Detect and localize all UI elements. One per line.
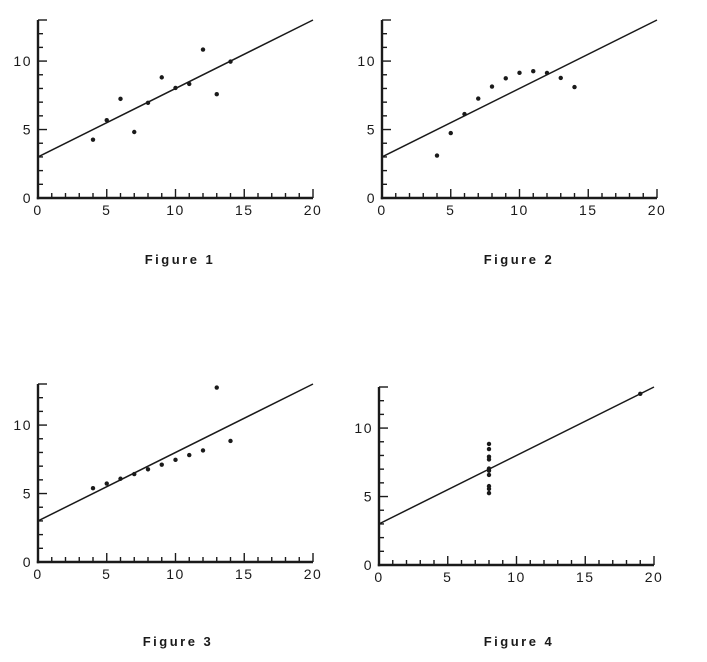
svg-text:5: 5 bbox=[364, 489, 373, 505]
svg-text:0: 0 bbox=[23, 190, 32, 206]
svg-text:10: 10 bbox=[166, 566, 185, 582]
svg-text:5: 5 bbox=[23, 486, 32, 502]
svg-text:0: 0 bbox=[33, 566, 42, 582]
svg-text:15: 15 bbox=[576, 569, 595, 585]
figure-1-panel: 0 5 10 15 20 0 5 10 bbox=[0, 0, 345, 232]
svg-text:20: 20 bbox=[648, 202, 667, 218]
svg-text:10: 10 bbox=[357, 53, 376, 69]
svg-text:5: 5 bbox=[23, 122, 32, 138]
svg-text:0: 0 bbox=[377, 202, 386, 218]
figure-3-scatter-plot: 0 5 10 15 20 0 5 10 bbox=[13, 383, 323, 582]
svg-text:20: 20 bbox=[645, 569, 664, 585]
svg-text:0: 0 bbox=[23, 554, 32, 570]
figure-3-panel: 0 5 10 15 20 0 5 10 bbox=[0, 364, 345, 596]
figure-4-caption: Figure 4 bbox=[483, 634, 555, 649]
figure-1-scatter-plot: 0 5 10 15 20 0 5 10 bbox=[13, 19, 323, 218]
figure-2-panel: 0 5 10 15 20 0 5 10 bbox=[344, 0, 689, 232]
svg-text:10: 10 bbox=[507, 569, 526, 585]
svg-text:5: 5 bbox=[102, 566, 111, 582]
svg-text:20: 20 bbox=[304, 202, 323, 218]
svg-text:5: 5 bbox=[102, 202, 111, 218]
svg-text:15: 15 bbox=[235, 566, 254, 582]
svg-text:0: 0 bbox=[367, 190, 376, 206]
svg-text:5: 5 bbox=[443, 569, 452, 585]
svg-text:20: 20 bbox=[304, 566, 323, 582]
figure-2-caption: Figure 2 bbox=[483, 252, 555, 267]
figure-2-scatter-plot: 0 5 10 15 20 0 5 10 bbox=[357, 19, 667, 218]
svg-text:15: 15 bbox=[579, 202, 598, 218]
figure-3-caption: Figure 3 bbox=[142, 634, 214, 649]
svg-text:5: 5 bbox=[446, 202, 455, 218]
figure-1-caption: Figure 1 bbox=[144, 252, 216, 267]
svg-text:10: 10 bbox=[510, 202, 529, 218]
svg-text:0: 0 bbox=[33, 202, 42, 218]
svg-text:0: 0 bbox=[374, 569, 383, 585]
figure-4-scatter-plot: 0 5 10 15 20 0 5 10 bbox=[354, 386, 664, 585]
svg-text:0: 0 bbox=[364, 557, 373, 573]
svg-text:10: 10 bbox=[354, 420, 373, 436]
svg-text:5: 5 bbox=[367, 122, 376, 138]
svg-text:10: 10 bbox=[13, 53, 32, 69]
svg-text:10: 10 bbox=[166, 202, 185, 218]
svg-text:15: 15 bbox=[235, 202, 254, 218]
svg-text:10: 10 bbox=[13, 417, 32, 433]
figure-4-panel: 0 5 10 15 20 0 5 10 bbox=[341, 367, 686, 599]
